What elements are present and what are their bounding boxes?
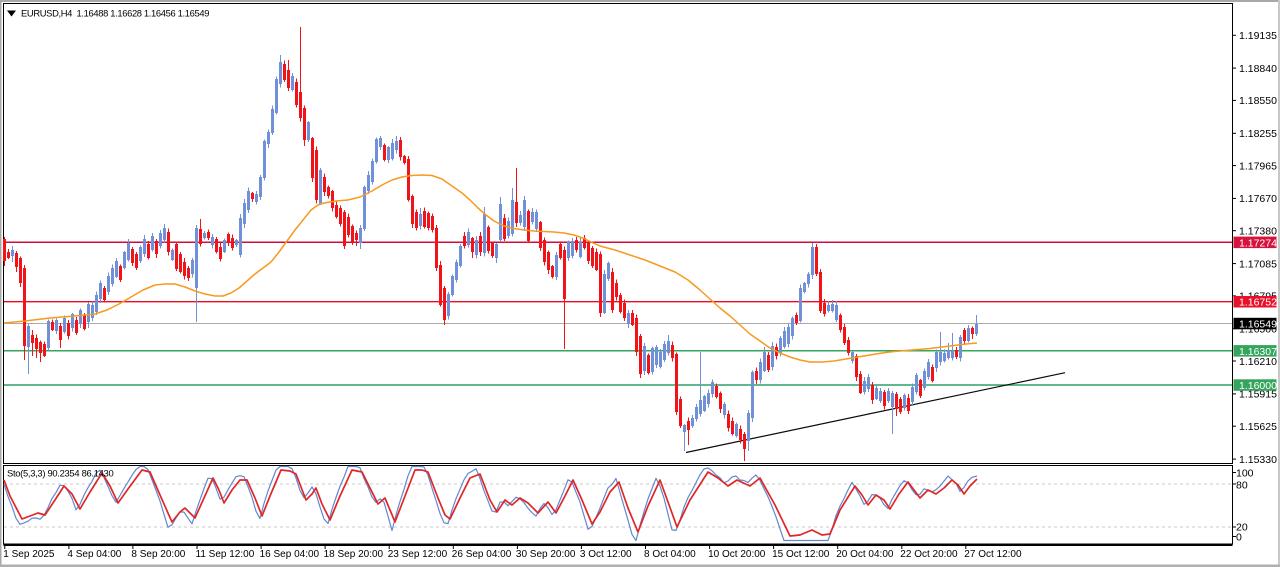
svg-text:1.18550: 1.18550 [1239, 95, 1277, 107]
svg-text:Sto(5,3,3) 90.2354 86.1430: Sto(5,3,3) 90.2354 86.1430 [7, 468, 113, 479]
svg-text:1.16752: 1.16752 [1239, 297, 1277, 309]
svg-text:23 Sep 12:00: 23 Sep 12:00 [388, 549, 448, 560]
svg-text:1.17670: 1.17670 [1239, 193, 1277, 205]
svg-text:1.16307: 1.16307 [1239, 346, 1277, 358]
svg-text:27 Oct 12:00: 27 Oct 12:00 [964, 549, 1022, 560]
svg-text:4 Sep 04:00: 4 Sep 04:00 [67, 549, 121, 560]
svg-text:15 Oct 12:00: 15 Oct 12:00 [772, 549, 830, 560]
svg-text:20: 20 [1236, 521, 1248, 533]
svg-text:100: 100 [1236, 467, 1254, 479]
svg-text:1.16210: 1.16210 [1239, 356, 1277, 368]
svg-text:0: 0 [1236, 531, 1242, 543]
svg-text:1 Sep 2025: 1 Sep 2025 [3, 549, 55, 560]
svg-text:3 Oct 12:00: 3 Oct 12:00 [580, 549, 632, 560]
svg-text:1.19135: 1.19135 [1239, 30, 1277, 42]
svg-text:8 Oct 04:00: 8 Oct 04:00 [644, 549, 696, 560]
svg-text:1.16549: 1.16549 [1239, 319, 1277, 331]
svg-text:1.16000: 1.16000 [1239, 380, 1277, 392]
svg-text:1.18840: 1.18840 [1239, 63, 1277, 75]
svg-text:1.17085: 1.17085 [1239, 258, 1277, 270]
svg-text:30 Sep 20:00: 30 Sep 20:00 [516, 549, 576, 560]
svg-text:1.15330: 1.15330 [1239, 454, 1277, 466]
svg-text:1.15915: 1.15915 [1239, 389, 1277, 401]
svg-text:1.17380: 1.17380 [1239, 226, 1277, 238]
svg-text:22 Oct 20:00: 22 Oct 20:00 [900, 549, 958, 560]
svg-text:18 Sep 20:00: 18 Sep 20:00 [324, 549, 384, 560]
svg-text:80: 80 [1236, 479, 1248, 491]
svg-text:16 Sep 04:00: 16 Sep 04:00 [260, 549, 320, 560]
svg-text:1.18255: 1.18255 [1239, 128, 1277, 140]
svg-text:1.17274: 1.17274 [1239, 237, 1277, 249]
svg-text:20 Oct 04:00: 20 Oct 04:00 [836, 549, 894, 560]
svg-text:11 Sep 12:00: 11 Sep 12:00 [196, 549, 255, 560]
svg-text:1.17965: 1.17965 [1239, 160, 1277, 172]
svg-text:10 Oct 20:00: 10 Oct 20:00 [708, 549, 766, 560]
svg-text:1.15625: 1.15625 [1239, 421, 1277, 433]
svg-text:26 Sep 04:00: 26 Sep 04:00 [452, 549, 512, 560]
svg-text:EURUSD,H4 1.16488 1.16628 1.1: EURUSD,H4 1.16488 1.16628 1.16456 1.1654… [21, 8, 209, 19]
svg-text:8 Sep 20:00: 8 Sep 20:00 [131, 549, 185, 560]
